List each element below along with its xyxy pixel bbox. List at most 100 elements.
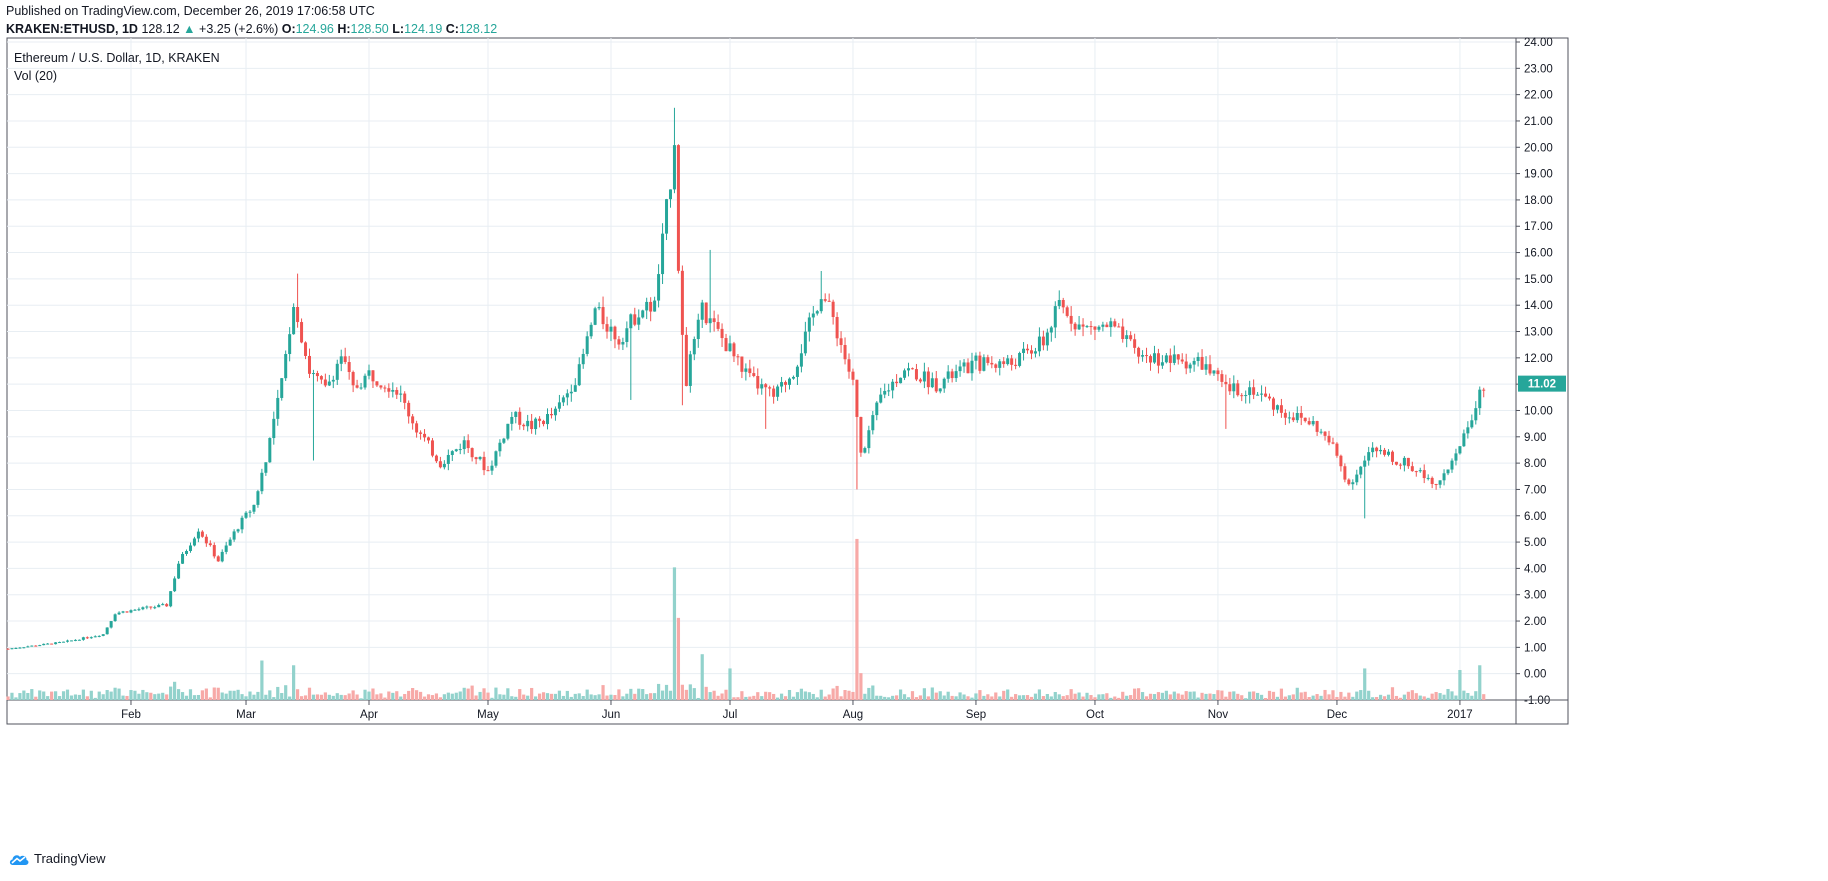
volume-bar — [1121, 691, 1125, 700]
candle-body — [331, 379, 335, 382]
volume-bar — [530, 687, 534, 700]
candle-body — [58, 642, 62, 644]
volume-bar — [791, 696, 796, 700]
volume-bar — [26, 693, 30, 700]
volume-bar — [795, 692, 800, 700]
candle-body — [716, 322, 720, 329]
volume-bar — [1299, 692, 1303, 700]
volume-bar — [712, 690, 716, 700]
volume-bar — [1283, 696, 1287, 700]
candle-body — [315, 373, 319, 377]
volume-bar — [292, 665, 296, 700]
candle-body — [942, 378, 946, 389]
candle-body — [363, 375, 367, 388]
candle-body — [553, 408, 557, 416]
candle-body — [367, 370, 371, 376]
volume-bar — [1014, 694, 1018, 700]
candle-body — [1331, 442, 1335, 444]
candle-body — [585, 336, 589, 354]
candle-body — [1256, 394, 1260, 396]
footer-brand[interactable]: TradingView — [8, 851, 106, 866]
volume-bar — [462, 687, 466, 700]
volume-bar — [1117, 697, 1121, 700]
volume-bar — [97, 691, 101, 700]
volume-bar — [752, 695, 756, 700]
y-axis[interactable]: 24.00 23.00 22.00 21.00 20.00 19.00 18.00 17.00… — [7, 37, 1553, 707]
volume-bar — [1390, 687, 1395, 700]
candle-body — [1176, 354, 1180, 360]
volume-bar — [692, 688, 696, 700]
candle-body — [930, 378, 934, 388]
candle-body — [1414, 471, 1418, 473]
volume-bar — [252, 694, 256, 700]
candle-body — [1069, 315, 1073, 324]
volume-bar — [14, 697, 18, 700]
volume-bar — [1375, 696, 1379, 700]
candle-body — [1097, 326, 1101, 330]
volume-bar — [1049, 696, 1053, 700]
volume-bar — [284, 685, 288, 700]
volume-bar — [149, 692, 153, 700]
volume-bar — [50, 691, 54, 700]
y-tick-label: 19.00 — [1524, 169, 1553, 181]
candle-body — [760, 384, 764, 389]
candle-body — [490, 465, 494, 471]
volume-bar — [153, 694, 157, 700]
volume-bar — [1279, 688, 1284, 700]
volume-bar — [1025, 695, 1030, 700]
volume-bar — [470, 685, 474, 700]
volume-bar — [922, 688, 926, 700]
volume-bar — [589, 694, 593, 700]
candle-body — [1002, 361, 1006, 365]
volume-bar — [617, 689, 621, 700]
volume-bar — [1252, 691, 1256, 700]
volume-bar — [240, 694, 244, 700]
open-label: O: — [281, 22, 296, 36]
volume-bar — [403, 694, 407, 700]
candle-body — [387, 388, 391, 392]
candle-body — [85, 637, 89, 639]
tradingview-cloud-icon — [9, 854, 29, 865]
candle-body — [938, 388, 942, 392]
candle-body — [510, 416, 514, 424]
volume-bar — [109, 691, 113, 700]
volume-bar — [1414, 693, 1418, 700]
x-tick-label: Feb — [121, 709, 141, 721]
volume-bar — [184, 695, 189, 700]
volume-bar — [930, 687, 934, 700]
candle-body — [1145, 355, 1149, 357]
candle-body — [680, 270, 684, 335]
candle-body — [700, 302, 704, 320]
volume-bar — [910, 691, 915, 700]
candle-body — [867, 430, 871, 449]
volume-bar — [1232, 691, 1236, 700]
candle-body — [1129, 335, 1133, 340]
candle-body — [926, 371, 930, 388]
volume-bar — [1010, 696, 1014, 700]
candle-body — [1394, 461, 1398, 465]
volume-bar — [121, 695, 125, 700]
volume-bar — [906, 697, 911, 700]
candle-body — [423, 433, 427, 438]
volume-bar — [827, 694, 831, 700]
volume-bar — [1109, 697, 1113, 700]
candle-body — [966, 362, 970, 374]
volume-bar — [54, 691, 58, 700]
candle-body — [383, 387, 387, 389]
volume-bar — [383, 697, 387, 700]
candle-body — [101, 634, 105, 636]
x-tick-label: Dec — [1327, 709, 1348, 721]
candle-body — [1137, 347, 1141, 357]
candle-body — [887, 390, 891, 392]
volume-bar — [728, 668, 732, 700]
volume-bar — [783, 696, 788, 700]
candle-body — [1061, 300, 1065, 308]
candle-body — [81, 637, 85, 640]
candle-body — [1081, 324, 1085, 327]
candle-body — [1283, 412, 1287, 418]
volume-bar — [224, 693, 228, 700]
volume-bar — [1287, 695, 1291, 700]
candle-body — [534, 418, 538, 430]
candle-body — [1422, 470, 1426, 479]
